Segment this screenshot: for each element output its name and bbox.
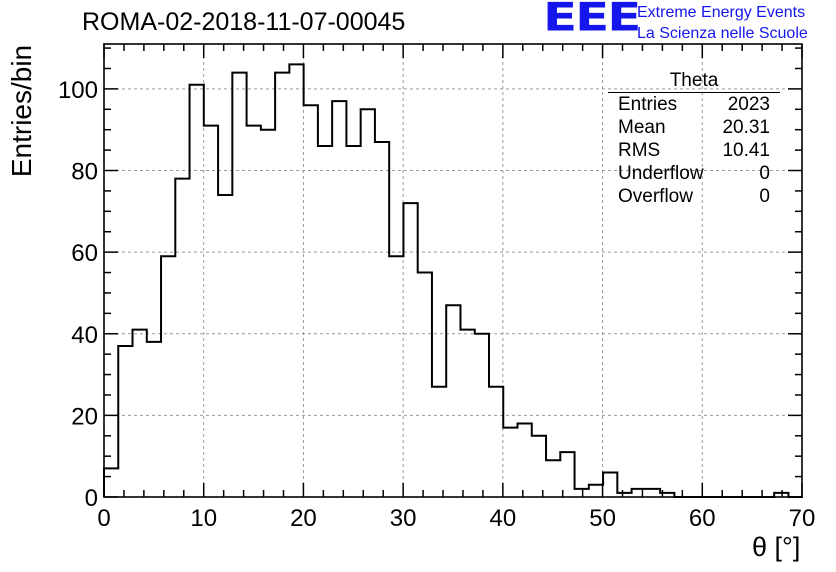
x-tick-label: 40 [490,505,517,532]
y-tick-label: 60 [71,240,98,267]
stats-label: Underflow [618,163,704,184]
histogram-series [103,63,803,498]
x-tick-label: 20 [290,505,317,532]
eee-logo-mark: EEE [543,0,641,41]
stats-value: 0 [759,163,770,184]
stats-box: Theta Entries 2023 Mean 20.31 RMS 10.41 … [608,71,780,208]
plot-frame [103,43,803,498]
stats-row-overflow: Overflow 0 [610,185,778,208]
stats-label: Mean [618,117,666,138]
x-tick-label: 10 [190,505,217,532]
x-tick-label: 30 [390,505,417,532]
stats-label: Overflow [618,186,693,207]
stats-value: 0 [759,186,770,207]
y-tick-label: 0 [85,485,98,512]
stats-row-underflow: Underflow 0 [610,162,778,185]
logo-text-line1: Extreme Energy Events [637,4,806,21]
stats-row-entries: Entries 2023 [610,93,778,116]
x-tick-label: 60 [689,505,716,532]
y-axis-label: Entries/bin [6,44,37,178]
stats-value: 2023 [727,94,770,115]
stats-title: Theta [608,71,780,93]
stats-row-mean: Mean 20.31 [610,116,778,139]
x-axis-label: θ [°] [752,532,801,562]
stats-row-rms: RMS 10.41 [610,139,778,162]
stats-label: Entries [618,94,678,115]
x-tick-label: 0 [97,505,110,532]
stats-label: RMS [618,140,661,161]
y-tick-label: 40 [71,322,98,349]
y-tick-label: 100 [58,77,98,104]
x-tick-label: 50 [589,505,616,532]
stats-value: 20.31 [722,117,770,138]
logo-text-line2: La Scienza nelle Scuole [637,25,808,42]
y-tick-label: 80 [71,159,98,186]
x-tick-label: 70 [789,505,816,532]
chart-title: ROMA-02-2018-11-07-00045 [82,8,406,36]
y-tick-label: 20 [71,403,98,430]
stats-value: 10.41 [722,140,770,161]
